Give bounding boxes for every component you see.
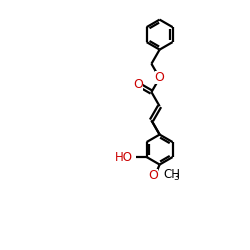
Text: O: O (148, 169, 158, 182)
Text: HO: HO (115, 150, 133, 164)
Text: CH: CH (163, 168, 180, 181)
Text: O: O (133, 78, 143, 91)
Text: O: O (155, 72, 164, 85)
Text: 3: 3 (173, 173, 179, 182)
